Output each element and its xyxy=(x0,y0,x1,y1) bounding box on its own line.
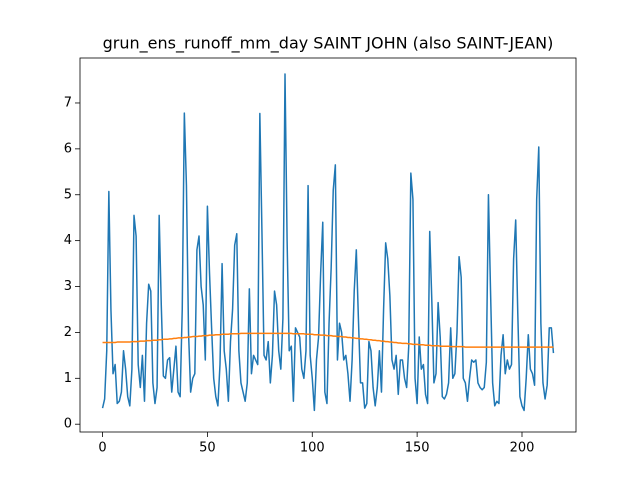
y-tick-label: 5 xyxy=(64,187,72,202)
y-tick-label: 2 xyxy=(64,325,72,340)
x-tick-label: 100 xyxy=(300,441,325,456)
y-tick-label: 7 xyxy=(64,95,72,110)
x-tick-label: 0 xyxy=(98,441,106,456)
data-line xyxy=(102,332,554,348)
y-tick-label: 1 xyxy=(64,371,72,386)
y-tick-label: 0 xyxy=(64,417,72,432)
y-tick-label: 4 xyxy=(64,233,72,248)
x-tick-label: 50 xyxy=(199,441,216,456)
data-line xyxy=(101,73,555,412)
chart-title: grun_ens_runoff_mm_day SAINT JOHN (also … xyxy=(103,34,554,54)
y-tick-label: 3 xyxy=(64,279,72,294)
axes-frame xyxy=(79,57,577,433)
x-tick-label: 200 xyxy=(510,441,535,456)
x-tick-label: 150 xyxy=(405,441,430,456)
y-tick-label: 6 xyxy=(64,141,72,156)
